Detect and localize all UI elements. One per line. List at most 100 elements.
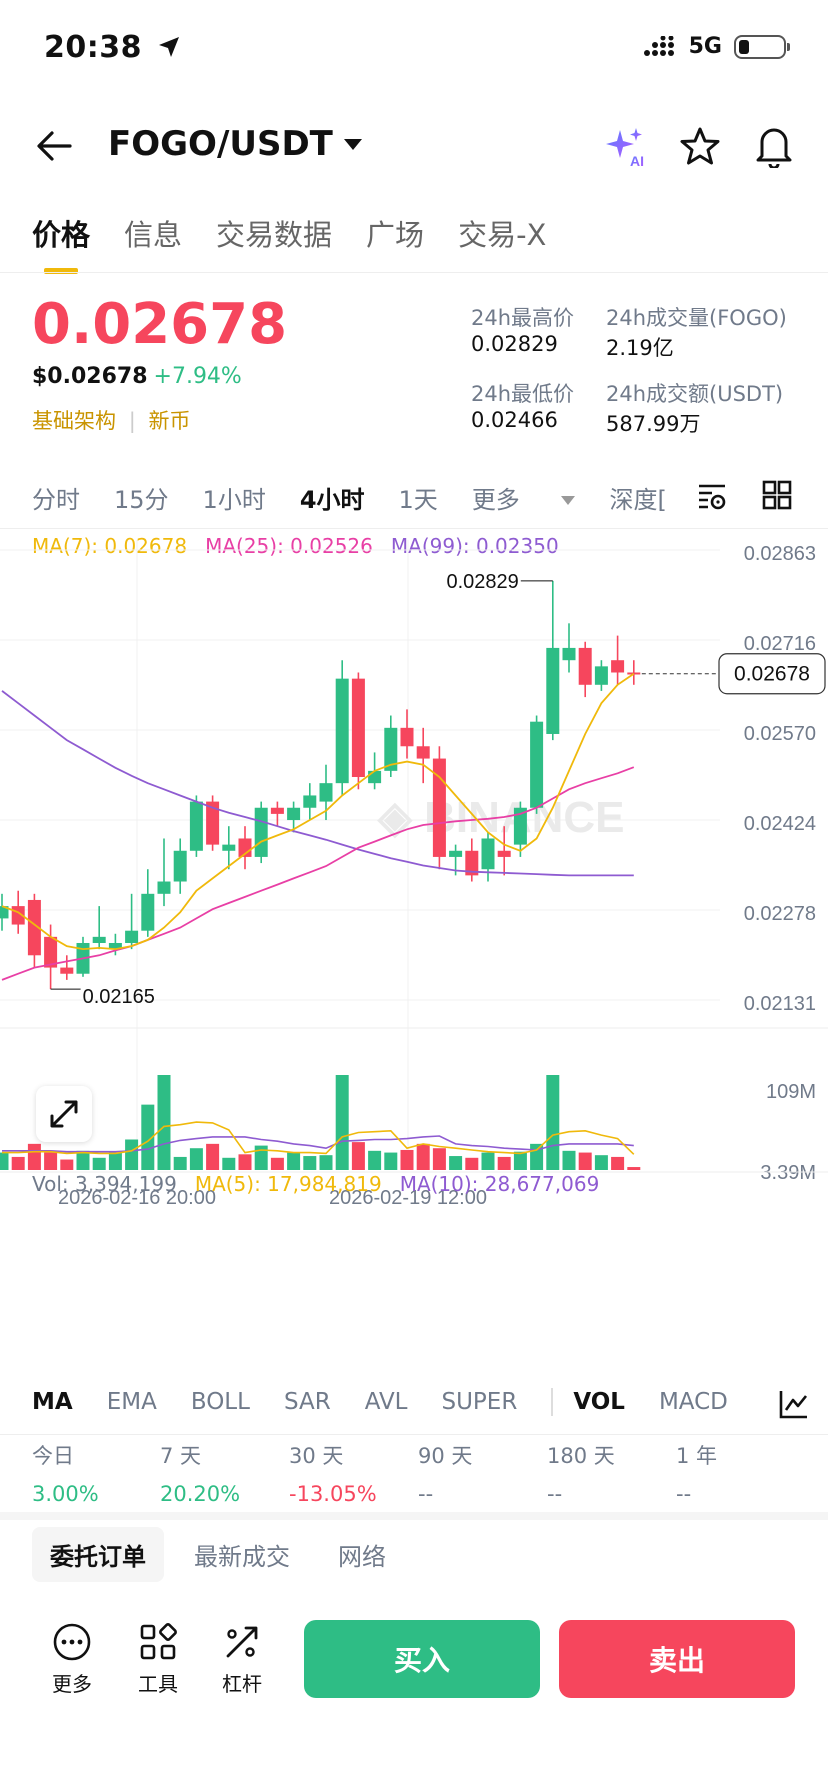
network-label: 5G <box>688 34 722 59</box>
volume-bar <box>611 1156 625 1170</box>
candle-body <box>465 850 479 876</box>
indicator-sar[interactable]: SAR <box>283 1389 331 1415</box>
candle-body <box>384 727 398 771</box>
candle-body <box>611 660 625 673</box>
interval-1h[interactable]: 1小时 <box>202 486 266 514</box>
svg-text:AI: AI <box>630 153 644 169</box>
buy-button[interactable]: 买入 <box>304 1620 540 1698</box>
tab-trading-data[interactable]: 交易数据 <box>216 218 333 252</box>
interval-4h[interactable]: 4小时 <box>299 486 365 514</box>
volume-bar <box>562 1150 576 1170</box>
more-button[interactable]: 更多 <box>52 1622 92 1697</box>
tab-open-orders[interactable]: 委托订单 <box>32 1527 164 1582</box>
interval-time[interactable]: 分时 <box>32 486 80 514</box>
high-value: 0.02829 <box>471 332 558 356</box>
y-tick-label: 0.02570 <box>744 723 816 745</box>
status-time: 20:38 <box>44 30 181 65</box>
max-price-label: 0.02829 <box>447 571 519 593</box>
star-icon[interactable] <box>680 126 720 166</box>
low-label: 24h最低价 <box>471 382 575 406</box>
volume-bar <box>335 1075 349 1170</box>
candle-body <box>416 746 430 759</box>
interval-more[interactable]: 更多 <box>472 480 576 515</box>
interval-1d[interactable]: 1天 <box>398 486 438 514</box>
volume-bar <box>173 1156 187 1170</box>
tab-square[interactable]: 广场 <box>366 218 425 252</box>
interval-bar: 分时 15分 1小时 4小时 1天 更多 深度[ <box>32 480 802 515</box>
interval-15m[interactable]: 15分 <box>114 486 169 514</box>
volume-label: 24h成交量(FOGO) <box>606 306 787 330</box>
x-tick-label: 2026-02-16 20:00 <box>58 1187 216 1209</box>
candle-body <box>92 936 106 943</box>
indicator-ma[interactable]: MA <box>32 1389 73 1415</box>
pair-selector[interactable]: FOGO/USDT <box>108 124 363 164</box>
chart-settings-icon[interactable] <box>696 480 728 512</box>
perf-180d: 180 天 -- <box>547 1444 615 1506</box>
more-dots-icon <box>53 1623 91 1661</box>
vol-value: Vol: 3,394,199 <box>32 1172 177 1196</box>
tools-grid-icon <box>140 1623 177 1660</box>
candle-body <box>157 881 171 894</box>
volume-bar <box>319 1155 333 1170</box>
candle-body <box>335 678 349 784</box>
candle-body <box>319 783 333 802</box>
back-arrow-icon[interactable] <box>34 128 74 164</box>
grid-layout-icon[interactable] <box>762 480 792 510</box>
perf-90d: 90 天 -- <box>418 1444 473 1506</box>
last-price-box <box>718 653 826 695</box>
volume-bar <box>594 1155 608 1170</box>
indicator-macd[interactable]: MACD <box>658 1389 728 1415</box>
indicator-ema[interactable]: EMA <box>106 1389 157 1415</box>
volume-bar <box>384 1152 398 1170</box>
expand-icon <box>50 1100 78 1128</box>
tab-info[interactable]: 信息 <box>124 218 183 252</box>
leverage-button[interactable]: 杠杆 <box>222 1622 262 1697</box>
candle-body <box>27 899 41 956</box>
candle-body <box>481 838 495 870</box>
ma7-line <box>1 672 635 951</box>
indicator-boll[interactable]: BOLL <box>190 1389 250 1415</box>
status-indicators: 5G <box>643 34 790 59</box>
sell-button[interactable]: 卖出 <box>559 1620 795 1698</box>
volume-bar <box>465 1157 479 1170</box>
candlestick-chart[interactable]: ◈ BINANCE 0.028630.027160.025700.024240.… <box>0 540 828 1340</box>
tab-trade-x[interactable]: 交易-X <box>458 218 547 252</box>
vol-ma10-legend: MA(10): 28,677,069 <box>399 1172 600 1196</box>
indicator-super[interactable]: SUPER <box>441 1389 518 1415</box>
tools-button[interactable]: 工具 <box>138 1622 178 1697</box>
tab-latest-trades[interactable]: 最新成交 <box>194 1543 290 1571</box>
candle-body <box>627 672 641 675</box>
volume-bar <box>449 1156 463 1170</box>
bell-icon[interactable] <box>754 124 794 168</box>
tag-row: 基础架构 | 新币 <box>32 409 191 433</box>
indicator-separator <box>551 1388 554 1416</box>
ai-sparkle-icon[interactable]: AI <box>604 126 648 170</box>
candle-body <box>222 844 236 851</box>
ma25-legend: MA(25): 0.02526 <box>205 534 373 558</box>
indicator-tabs: MA EMA BOLL SAR AVL SUPER VOL MACD <box>32 1388 812 1416</box>
volume-bar <box>189 1148 203 1170</box>
y-tick-label: 0.02863 <box>744 543 816 565</box>
tab-price[interactable]: 价格 <box>32 212 90 274</box>
volume-bar <box>497 1156 511 1170</box>
indicator-vol[interactable]: VOL <box>573 1389 625 1415</box>
interval-depth[interactable]: 深度[ <box>609 486 667 514</box>
candle-body <box>108 942 122 950</box>
usd-price: $0.02678 +7.94% <box>32 364 242 389</box>
expand-chart-button[interactable] <box>36 1086 92 1142</box>
candle-body <box>513 807 527 845</box>
volume-bar <box>76 1150 90 1170</box>
tag-new-coin[interactable]: 新币 <box>148 409 191 433</box>
indicator-avl[interactable]: AVL <box>364 1389 408 1415</box>
volume-bar <box>578 1152 592 1170</box>
volume-bar <box>400 1149 414 1170</box>
indicator-chart-icon[interactable] <box>778 1388 810 1420</box>
tag-infrastructure[interactable]: 基础架构 <box>32 409 116 433</box>
volume-bar <box>351 1142 365 1170</box>
volume-bar <box>546 1075 560 1170</box>
candle-body <box>44 936 58 968</box>
pair-title: FOGO/USDT <box>108 124 333 164</box>
candle-body <box>141 893 155 931</box>
candle-body <box>432 758 446 857</box>
tab-network[interactable]: 网络 <box>338 1543 386 1571</box>
